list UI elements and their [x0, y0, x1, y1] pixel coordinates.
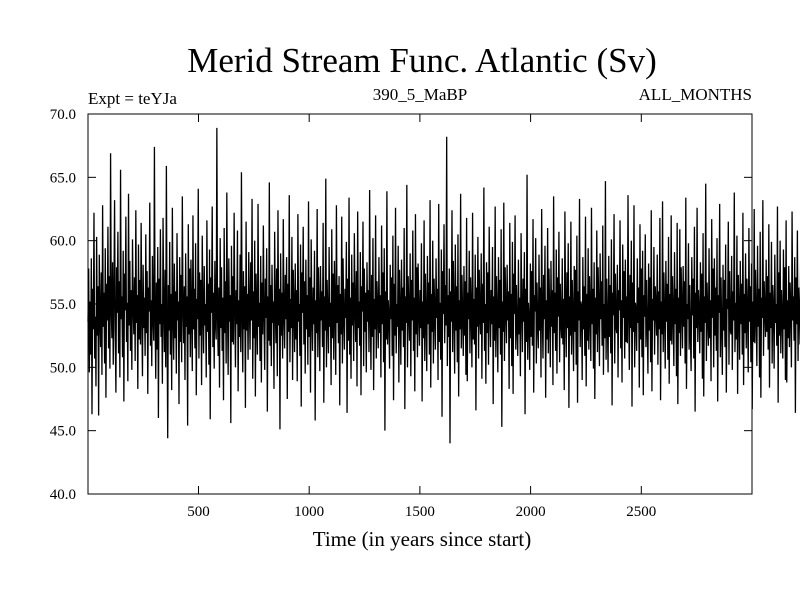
y-axis: 40.0 45.0 50.0 55.0 60.0 65.0 70.0: [50, 107, 752, 503]
x-axis: 500 1000 1500 2000 2500: [187, 114, 656, 520]
plot-area: 500 1000 1500 2000 2500 40.0 45.0 50.0 55.0 60.0…: [50, 107, 800, 520]
x-tick-label-2000: 2000: [516, 504, 546, 520]
y-tick-label-55: 55.0: [50, 297, 76, 313]
x-axis-label: Time (in years since start): [313, 527, 532, 551]
x-tick-label-500: 500: [187, 504, 210, 520]
series-layer: [87, 127, 800, 444]
chart-title: Merid Stream Func. Atlantic (Sv): [187, 41, 657, 80]
x-tick-label-2500: 2500: [626, 504, 656, 520]
x-tick-label-1000: 1000: [294, 504, 324, 520]
y-tick-label-45: 45.0: [50, 424, 76, 440]
months-label: ALL_MONTHS: [639, 85, 752, 104]
y-tick-label-65: 65.0: [50, 170, 76, 186]
y-tick-label-50: 50.0: [50, 360, 76, 376]
period-label: 390_5_MaBP: [373, 85, 467, 104]
x-tick-label-1500: 1500: [405, 504, 435, 520]
y-tick-label-70: 70.0: [50, 107, 76, 123]
series-line-0: [87, 127, 800, 444]
y-tick-label-60: 60.0: [50, 234, 76, 250]
experiment-label: Expt = teYJa: [88, 89, 177, 108]
y-tick-label-40: 40.0: [50, 487, 76, 503]
